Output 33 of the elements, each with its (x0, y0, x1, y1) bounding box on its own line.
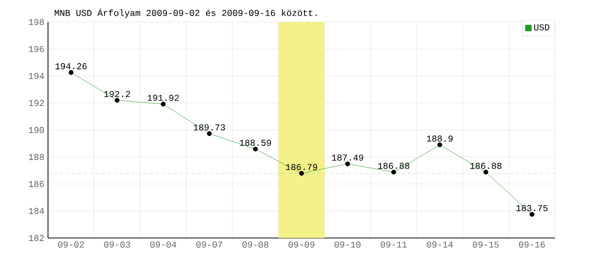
x-tick-label: 09-07 (196, 242, 222, 248)
y-tick-label: 192 (28, 100, 44, 106)
data-label: 187.49 (332, 154, 364, 161)
x-tick-label: 09-08 (242, 242, 268, 248)
data-label: 191.92 (148, 94, 179, 101)
legend-label: USD (534, 24, 550, 30)
y-tick-label: 196 (28, 46, 44, 52)
data-label: 188.59 (240, 140, 271, 146)
x-tick-label: 09-15 (472, 242, 499, 248)
x-tick-label: 09-02 (58, 242, 84, 248)
data-label: 189.73 (194, 124, 225, 130)
chart-title: MNB USD Árfolyam 2009-09-02 és 2009-09-16 között. (54, 8, 317, 18)
data-label: 186.88 (470, 162, 502, 169)
data-label: 188.9 (426, 136, 453, 142)
x-tick-label: 09-09 (288, 242, 314, 248)
data-label: 186.88 (378, 162, 410, 169)
y-tick-label: 186 (28, 180, 44, 188)
x-tick-label: 09-10 (334, 242, 361, 248)
y-tick-label: 184 (28, 208, 44, 214)
y-tick-label: 198 (28, 18, 44, 26)
y-tick-label: 194 (28, 72, 44, 80)
y-tick-label: 188 (28, 154, 44, 160)
x-tick-label: 09-04 (150, 242, 176, 248)
x-tick-label: 09-11 (380, 242, 407, 248)
y-tick-label: 190 (28, 126, 44, 134)
data-label: 183.75 (516, 205, 548, 212)
data-label: 186.79 (286, 164, 318, 170)
data-label: 192.2 (104, 90, 130, 98)
x-tick-label: 09-16 (518, 242, 545, 248)
data-label: 194.26 (56, 63, 87, 70)
y-tick-label: 182 (28, 234, 44, 242)
x-tick-label: 09-14 (426, 242, 453, 248)
x-tick-label: 09-03 (104, 242, 130, 248)
